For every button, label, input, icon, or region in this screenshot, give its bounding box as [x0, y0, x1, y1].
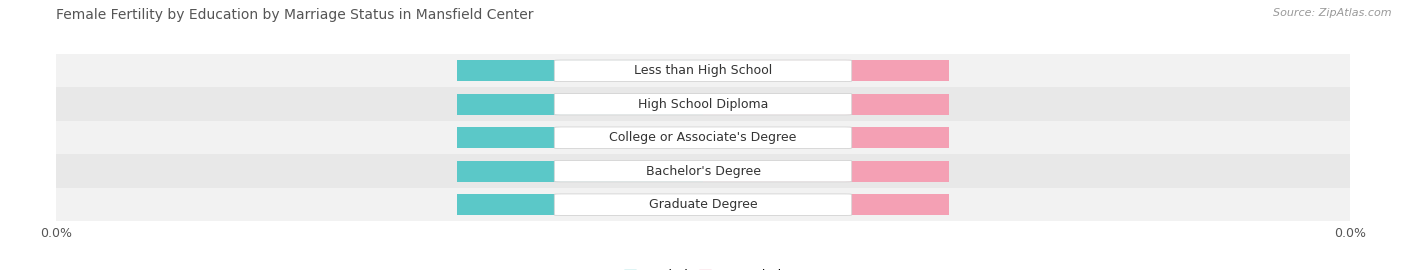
FancyBboxPatch shape — [554, 194, 852, 215]
Text: 0.0%: 0.0% — [811, 200, 841, 210]
FancyBboxPatch shape — [554, 93, 852, 115]
Bar — [56, 154, 1350, 188]
Text: High School Diploma: High School Diploma — [638, 98, 768, 111]
Bar — [703, 127, 949, 148]
Text: Female Fertility by Education by Marriage Status in Mansfield Center: Female Fertility by Education by Marriag… — [56, 8, 534, 22]
FancyBboxPatch shape — [554, 160, 852, 182]
Text: 0.0%: 0.0% — [565, 166, 595, 176]
Text: Graduate Degree: Graduate Degree — [648, 198, 758, 211]
Bar — [56, 54, 1350, 87]
Bar — [703, 94, 949, 114]
Bar — [457, 161, 703, 181]
Text: Less than High School: Less than High School — [634, 64, 772, 77]
Text: 0.0%: 0.0% — [811, 133, 841, 143]
Legend: Married, Unmarried: Married, Unmarried — [619, 265, 787, 270]
Text: Source: ZipAtlas.com: Source: ZipAtlas.com — [1274, 8, 1392, 18]
Bar — [56, 87, 1350, 121]
Bar — [703, 60, 949, 81]
Bar — [56, 121, 1350, 154]
Bar — [56, 188, 1350, 221]
Text: 0.0%: 0.0% — [811, 66, 841, 76]
Text: Bachelor's Degree: Bachelor's Degree — [645, 165, 761, 178]
Bar — [457, 60, 703, 81]
Bar — [457, 127, 703, 148]
Text: 0.0%: 0.0% — [565, 133, 595, 143]
Text: 0.0%: 0.0% — [811, 99, 841, 109]
Text: 0.0%: 0.0% — [565, 66, 595, 76]
Bar — [457, 94, 703, 114]
FancyBboxPatch shape — [554, 127, 852, 148]
FancyBboxPatch shape — [554, 60, 852, 82]
Text: 0.0%: 0.0% — [565, 200, 595, 210]
Text: 0.0%: 0.0% — [565, 99, 595, 109]
Bar — [457, 194, 703, 215]
Text: College or Associate's Degree: College or Associate's Degree — [609, 131, 797, 144]
Bar — [703, 194, 949, 215]
Text: 0.0%: 0.0% — [811, 166, 841, 176]
Bar — [703, 161, 949, 181]
